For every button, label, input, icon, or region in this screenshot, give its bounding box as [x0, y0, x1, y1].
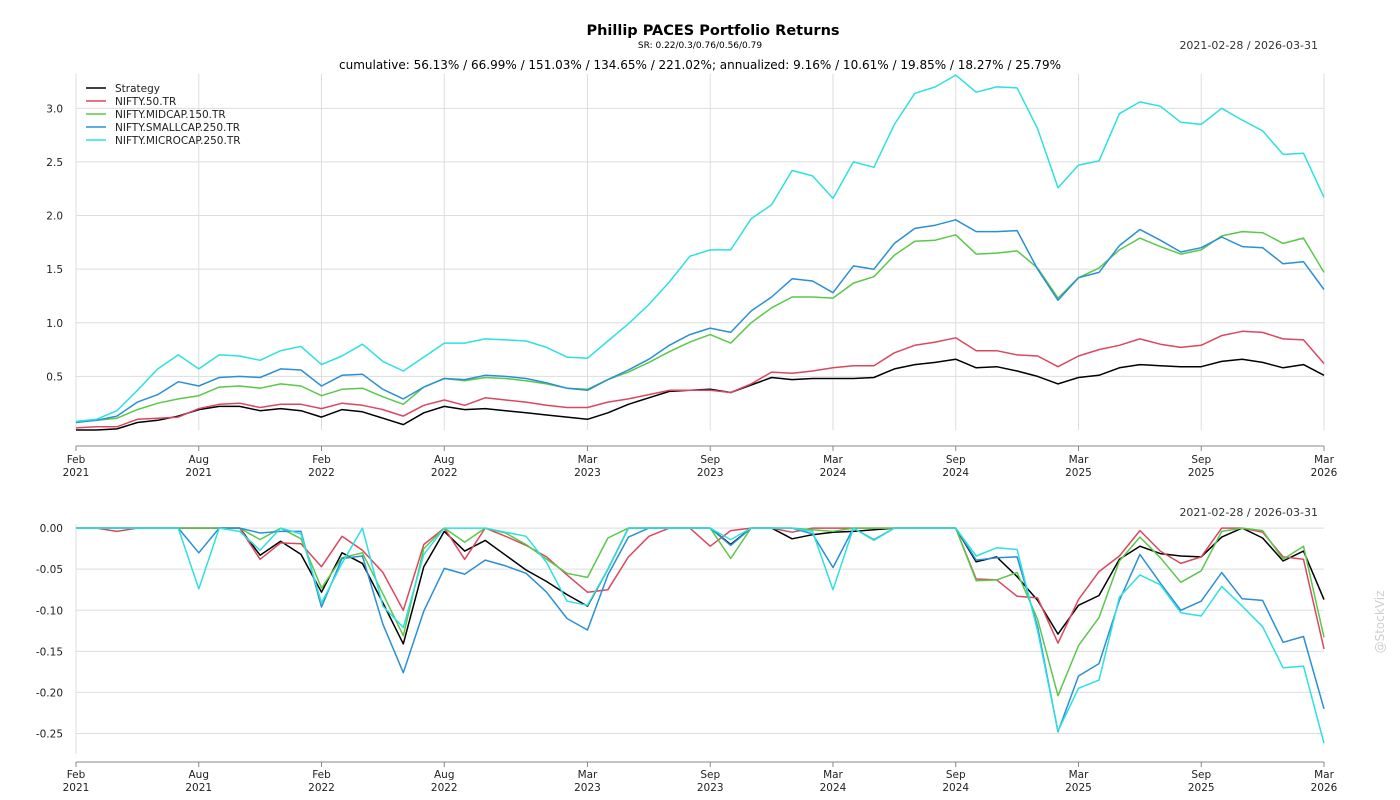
bottom-x-tick-label: Mar 2025 [1065, 769, 1092, 794]
top-x-tick-label: Sep 2025 [1188, 454, 1215, 479]
top-x-tick-label: Mar 2023 [574, 454, 601, 479]
bottom-y-tick-label: -0.10 [36, 605, 63, 617]
top-y-tick-label: 1.0 [46, 318, 63, 330]
top-x-tick-label: Mar 2026 [1311, 454, 1338, 479]
top-x-tick-label: Feb 2021 [63, 454, 90, 479]
bottom-x-tick-label: Sep 2023 [697, 769, 724, 794]
date-range-top: 2021-02-28 / 2026-03-31 [1179, 39, 1318, 52]
bottom-y-tick-label: -0.05 [36, 564, 63, 576]
legend-label-strategy: Strategy [115, 83, 160, 95]
top-x-tick-label: Feb 2022 [308, 454, 335, 479]
top-y-tick-label: 2.0 [46, 211, 63, 223]
bottom-x-tick-label: Sep 2024 [942, 769, 969, 794]
bottom-x-tick-label: Aug 2022 [431, 769, 458, 794]
chart-title: Phillip PACES Portfolio Returns [586, 23, 839, 39]
bottom-y-tick-label: 0.00 [40, 523, 63, 535]
top-y-tick-label: 3.0 [46, 103, 63, 115]
top-x-tick-label: Aug 2021 [185, 454, 212, 479]
chart-legend: StrategyNIFTY.50.TRNIFTY.MIDCAP.150.TRNI… [86, 83, 241, 147]
stats-line: cumulative: 56.13% / 66.99% / 151.03% / … [339, 58, 1061, 72]
bottom-x-tick-label: Feb 2021 [63, 769, 90, 794]
chart-subtitle: SR: 0.22/0.3/0.76/0.56/0.79 [638, 41, 762, 51]
bottom-series-line-nifty-smallcap-250-tr [76, 527, 1325, 733]
top-y-tick-label: 1.5 [46, 264, 63, 276]
legend-label-nifty-smallcap-250-tr: NIFTY.SMALLCAP.250.TR [115, 122, 240, 134]
bottom-series-line-strategy [76, 527, 1325, 645]
cumulative-returns-panel: 0.5 1.0 1.5 2.0 2.5 3.0 Feb 2021 Aug 2021 Feb 2022 A… [46, 74, 1338, 479]
top-y-tick-label: 0.5 [46, 371, 63, 383]
bottom-x-tick-label: Mar 2023 [574, 769, 601, 794]
top-y-tick-label: 2.5 [46, 157, 63, 169]
bottom-x-tick-label: Feb 2022 [308, 769, 335, 794]
legend-label-nifty-microcap-250-tr: NIFTY.MICROCAP.250.TR [115, 135, 241, 147]
date-range-bottom: 2021-02-28 / 2026-03-31 [1179, 506, 1318, 519]
bottom-y-tick-label: -0.20 [36, 687, 63, 699]
bottom-y-tick-label: -0.15 [36, 646, 63, 658]
bottom-x-tick-label: Sep 2025 [1188, 769, 1215, 794]
top-x-tick-label: Mar 2024 [820, 454, 847, 479]
top-series-line-nifty-midcap-150-tr [75, 230, 1325, 423]
top-series-line-nifty-microcap-250-tr [75, 74, 1325, 423]
legend-label-nifty-50-tr: NIFTY.50.TR [115, 96, 176, 108]
top-x-tick-label: Aug 2022 [431, 454, 458, 479]
bottom-series-line-nifty-50-tr [76, 527, 1325, 650]
bottom-x-tick-label: Mar 2024 [820, 769, 847, 794]
top-series-line-nifty-50-tr [75, 330, 1325, 429]
top-series-line-nifty-smallcap-250-tr [75, 219, 1325, 424]
top-x-tick-label: Sep 2023 [697, 454, 724, 479]
watermark: @StockViz [1373, 591, 1387, 654]
bottom-y-tick-label: -0.25 [36, 728, 63, 740]
bottom-series-line-nifty-microcap-250-tr [76, 527, 1325, 744]
drawdown-panel: -0.25 -0.20 -0.15 -0.10 -0.05 0.00 Feb 2021 Aug 2… [36, 523, 1338, 794]
top-x-tick-label: Mar 2025 [1065, 454, 1092, 479]
legend-label-nifty-midcap-150-tr: NIFTY.MIDCAP.150.TR [115, 109, 226, 121]
bottom-x-tick-label: Mar 2026 [1311, 769, 1338, 794]
top-x-tick-label: Sep 2024 [942, 454, 969, 479]
bottom-x-tick-label: Aug 2021 [185, 769, 212, 794]
top-series-line-strategy [76, 358, 1325, 431]
